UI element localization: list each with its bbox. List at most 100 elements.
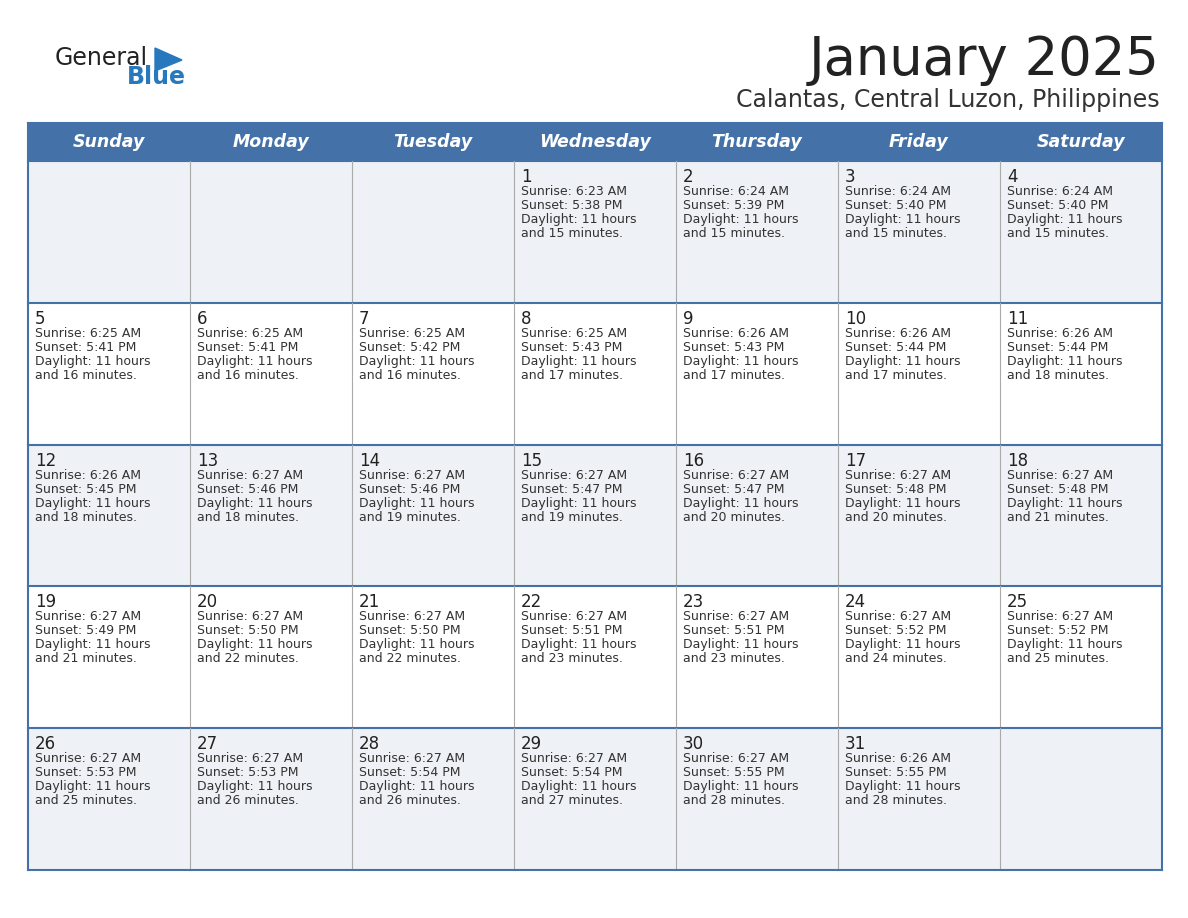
Text: Sunrise: 6:23 AM: Sunrise: 6:23 AM: [522, 185, 627, 198]
Text: Daylight: 11 hours: Daylight: 11 hours: [359, 497, 474, 509]
Text: and 21 minutes.: and 21 minutes.: [34, 653, 137, 666]
Text: and 16 minutes.: and 16 minutes.: [359, 369, 461, 382]
Text: and 19 minutes.: and 19 minutes.: [522, 510, 623, 523]
Text: 22: 22: [522, 593, 542, 611]
Text: Daylight: 11 hours: Daylight: 11 hours: [683, 638, 798, 652]
Text: 19: 19: [34, 593, 56, 611]
Bar: [29, 587, 1162, 728]
Text: Sunrise: 6:26 AM: Sunrise: 6:26 AM: [683, 327, 789, 340]
Text: Sunset: 5:46 PM: Sunset: 5:46 PM: [197, 483, 298, 496]
Text: and 22 minutes.: and 22 minutes.: [359, 653, 461, 666]
Text: Sunset: 5:53 PM: Sunset: 5:53 PM: [197, 767, 298, 779]
Text: Sunset: 5:54 PM: Sunset: 5:54 PM: [359, 767, 461, 779]
Polygon shape: [154, 48, 182, 71]
Text: Sunset: 5:50 PM: Sunset: 5:50 PM: [359, 624, 461, 637]
Text: 13: 13: [197, 452, 219, 470]
Text: Sunrise: 6:27 AM: Sunrise: 6:27 AM: [683, 752, 789, 766]
Text: and 23 minutes.: and 23 minutes.: [522, 653, 623, 666]
Text: Daylight: 11 hours: Daylight: 11 hours: [197, 354, 312, 368]
Text: and 15 minutes.: and 15 minutes.: [845, 227, 947, 240]
Text: and 15 minutes.: and 15 minutes.: [683, 227, 785, 240]
Text: Daylight: 11 hours: Daylight: 11 hours: [683, 213, 798, 226]
Text: Sunset: 5:48 PM: Sunset: 5:48 PM: [1007, 483, 1108, 496]
Text: and 24 minutes.: and 24 minutes.: [845, 653, 947, 666]
Text: Sunset: 5:47 PM: Sunset: 5:47 PM: [522, 483, 623, 496]
Text: Daylight: 11 hours: Daylight: 11 hours: [359, 780, 474, 793]
Text: Tuesday: Tuesday: [393, 133, 473, 151]
Text: Daylight: 11 hours: Daylight: 11 hours: [1007, 638, 1123, 652]
Text: Sunset: 5:55 PM: Sunset: 5:55 PM: [683, 767, 784, 779]
Text: and 20 minutes.: and 20 minutes.: [845, 510, 947, 523]
Bar: [29, 123, 1162, 161]
Text: and 26 minutes.: and 26 minutes.: [197, 794, 299, 807]
Text: 15: 15: [522, 452, 542, 470]
Text: and 28 minutes.: and 28 minutes.: [845, 794, 947, 807]
Text: 5: 5: [34, 309, 45, 328]
Text: and 23 minutes.: and 23 minutes.: [683, 653, 785, 666]
Text: Daylight: 11 hours: Daylight: 11 hours: [197, 638, 312, 652]
Text: Sunset: 5:42 PM: Sunset: 5:42 PM: [359, 341, 461, 353]
Text: and 22 minutes.: and 22 minutes.: [197, 653, 299, 666]
Text: 30: 30: [683, 735, 704, 753]
Text: 17: 17: [845, 452, 866, 470]
Text: 31: 31: [845, 735, 866, 753]
Text: and 16 minutes.: and 16 minutes.: [34, 369, 137, 382]
Text: 8: 8: [522, 309, 531, 328]
Text: Sunrise: 6:27 AM: Sunrise: 6:27 AM: [1007, 468, 1113, 482]
Text: Sunset: 5:50 PM: Sunset: 5:50 PM: [197, 624, 298, 637]
Text: 12: 12: [34, 452, 56, 470]
Text: Sunset: 5:39 PM: Sunset: 5:39 PM: [683, 199, 784, 212]
Text: Sunset: 5:38 PM: Sunset: 5:38 PM: [522, 199, 623, 212]
Text: Sunset: 5:52 PM: Sunset: 5:52 PM: [845, 624, 947, 637]
Text: Sunset: 5:43 PM: Sunset: 5:43 PM: [683, 341, 784, 353]
Text: Sunset: 5:44 PM: Sunset: 5:44 PM: [1007, 341, 1108, 353]
Text: Sunset: 5:41 PM: Sunset: 5:41 PM: [34, 341, 137, 353]
Text: Sunset: 5:54 PM: Sunset: 5:54 PM: [522, 767, 623, 779]
Text: 20: 20: [197, 593, 219, 611]
Text: Daylight: 11 hours: Daylight: 11 hours: [1007, 497, 1123, 509]
Text: Daylight: 11 hours: Daylight: 11 hours: [359, 354, 474, 368]
Text: Sunrise: 6:26 AM: Sunrise: 6:26 AM: [1007, 327, 1113, 340]
Text: Sunset: 5:41 PM: Sunset: 5:41 PM: [197, 341, 298, 353]
Text: 29: 29: [522, 735, 542, 753]
Text: Sunset: 5:47 PM: Sunset: 5:47 PM: [683, 483, 784, 496]
Text: Daylight: 11 hours: Daylight: 11 hours: [845, 354, 961, 368]
Text: Daylight: 11 hours: Daylight: 11 hours: [197, 497, 312, 509]
Text: Daylight: 11 hours: Daylight: 11 hours: [34, 638, 151, 652]
Text: and 15 minutes.: and 15 minutes.: [522, 227, 623, 240]
Text: Sunset: 5:40 PM: Sunset: 5:40 PM: [845, 199, 947, 212]
Text: 2: 2: [683, 168, 694, 186]
Text: Sunset: 5:55 PM: Sunset: 5:55 PM: [845, 767, 947, 779]
Text: 4: 4: [1007, 168, 1017, 186]
Text: Daylight: 11 hours: Daylight: 11 hours: [522, 354, 637, 368]
Text: Daylight: 11 hours: Daylight: 11 hours: [1007, 213, 1123, 226]
Text: Sunrise: 6:27 AM: Sunrise: 6:27 AM: [845, 610, 952, 623]
Text: and 21 minutes.: and 21 minutes.: [1007, 510, 1108, 523]
Text: Thursday: Thursday: [712, 133, 802, 151]
Text: Sunrise: 6:27 AM: Sunrise: 6:27 AM: [1007, 610, 1113, 623]
Text: Sunrise: 6:25 AM: Sunrise: 6:25 AM: [197, 327, 303, 340]
Text: and 26 minutes.: and 26 minutes.: [359, 794, 461, 807]
Bar: [29, 303, 1162, 444]
Text: Saturday: Saturday: [1037, 133, 1125, 151]
Text: Sunrise: 6:24 AM: Sunrise: 6:24 AM: [1007, 185, 1113, 198]
Text: Sunrise: 6:27 AM: Sunrise: 6:27 AM: [359, 468, 466, 482]
Text: Sunset: 5:46 PM: Sunset: 5:46 PM: [359, 483, 461, 496]
Text: 14: 14: [359, 452, 380, 470]
Text: Daylight: 11 hours: Daylight: 11 hours: [845, 638, 961, 652]
Text: 9: 9: [683, 309, 694, 328]
Text: 24: 24: [845, 593, 866, 611]
Text: Sunrise: 6:27 AM: Sunrise: 6:27 AM: [34, 752, 141, 766]
Text: General: General: [55, 46, 148, 70]
Text: Sunrise: 6:27 AM: Sunrise: 6:27 AM: [197, 468, 303, 482]
Text: and 18 minutes.: and 18 minutes.: [34, 510, 137, 523]
Bar: [29, 728, 1162, 870]
Text: Sunset: 5:51 PM: Sunset: 5:51 PM: [522, 624, 623, 637]
Text: January 2025: January 2025: [809, 34, 1159, 86]
Text: Daylight: 11 hours: Daylight: 11 hours: [683, 780, 798, 793]
Text: Daylight: 11 hours: Daylight: 11 hours: [845, 497, 961, 509]
Text: Sunrise: 6:27 AM: Sunrise: 6:27 AM: [359, 610, 466, 623]
Text: Daylight: 11 hours: Daylight: 11 hours: [34, 354, 151, 368]
Text: 11: 11: [1007, 309, 1029, 328]
Text: Daylight: 11 hours: Daylight: 11 hours: [683, 354, 798, 368]
